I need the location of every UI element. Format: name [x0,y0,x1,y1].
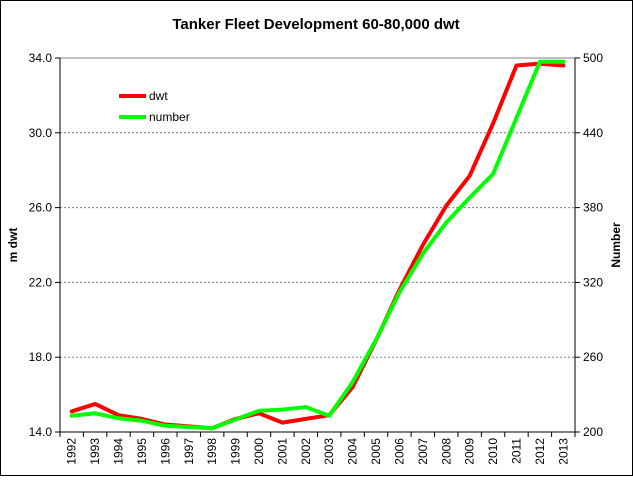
x-tick-label: 2011 [509,438,523,464]
x-tick-label: 1998 [205,438,219,465]
x-tick-label: 2013 [556,438,570,465]
x-tick-label: 2001 [275,438,289,465]
y-left-tick-label: 34.0 [29,51,53,65]
x-tick-label: 1999 [229,438,243,465]
plot-area [59,57,576,433]
y-left-tick-label: 26.0 [29,201,53,215]
x-tick-label: 2004 [346,438,360,465]
axes: 14.0 18.0 22.0 26.0 30.0 34.0 200 260 320 380 440 5… [29,51,604,465]
y-right-tick-label: 440 [583,126,603,140]
x-tick-label: 1992 [65,438,79,465]
x-tick-label: 2012 [533,438,547,465]
x-tick-label: 1996 [158,438,172,465]
x-tick-label: 1997 [182,438,196,465]
legend-label-dwt: dwt [149,89,168,103]
x-tick-label: 2005 [369,438,383,465]
series-lines [69,59,566,431]
y-axis-right-title: Number [609,222,623,268]
x-tick-label: 1993 [88,438,102,465]
y-right-tick-label: 260 [583,350,603,364]
x-tick-label: 2002 [299,438,313,465]
y-right-tick-label: 380 [583,201,603,215]
y-left-tick-label: 30.0 [29,126,53,140]
legend: dwt number [119,89,190,124]
y-left-tick-label: 22.0 [29,275,53,289]
series-line-number [69,59,566,431]
y-axis-left-title: m dwt [6,228,20,263]
x-tick-label: 2003 [322,438,336,465]
x-tick-label: 2008 [439,438,453,465]
x-tick-label: 2007 [416,438,430,465]
x-tick-label: 2006 [392,438,406,465]
y-left-tick-label: 14.0 [29,425,53,439]
y-left-tick-label: 18.0 [29,350,53,364]
x-tick-label: 1994 [112,438,126,465]
x-tick-label: 2010 [486,438,500,465]
x-tick-label: 2009 [463,438,477,465]
y-right-tick-label: 500 [583,51,603,65]
x-tick-label: 2000 [252,438,266,465]
x-tick-label: 1995 [135,438,149,465]
y-right-tick-label: 200 [583,425,603,439]
chart-title: Tanker Fleet Development 60-80,000 dwt [172,16,459,33]
legend-label-number: number [149,110,190,124]
y-right-tick-label: 320 [583,275,603,289]
